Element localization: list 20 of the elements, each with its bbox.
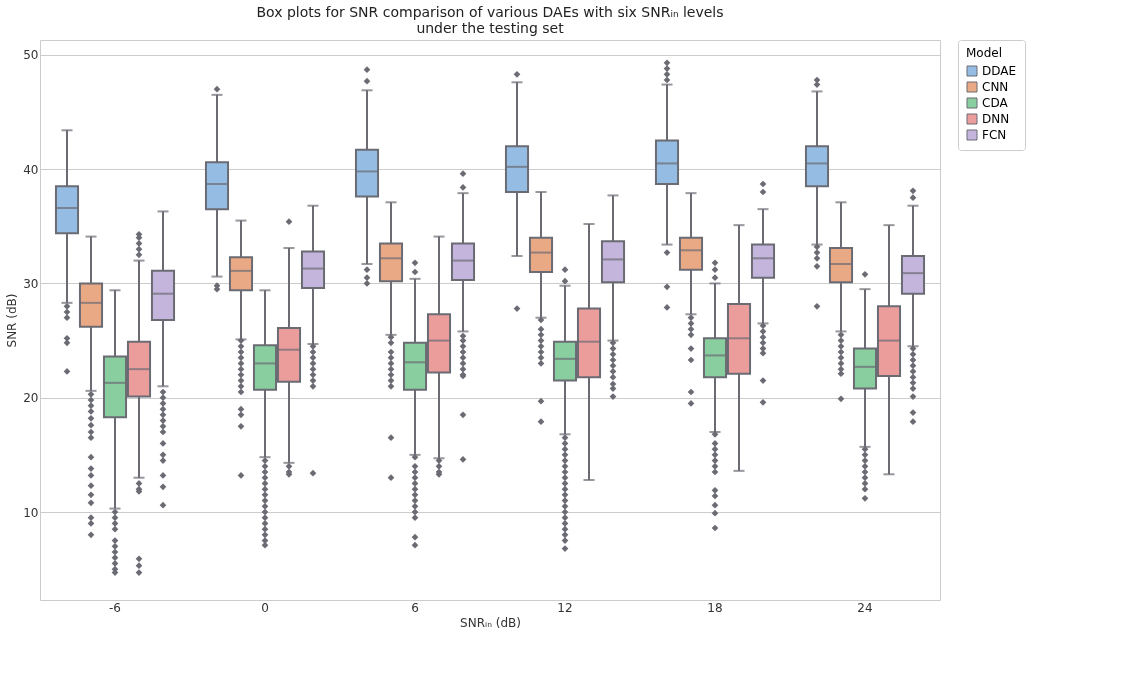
y-tick-label: 30 — [23, 276, 39, 291]
y-axis-title: SNR (dB) — [5, 293, 20, 348]
legend-label: DNN — [982, 112, 1010, 126]
legend-label: CNN — [982, 80, 1009, 94]
x-tick-label: 0 — [261, 600, 269, 615]
y-tick-label: 10 — [23, 505, 39, 520]
legend-label: DDAE — [982, 64, 1017, 78]
x-tick-label: 6 — [411, 600, 419, 615]
x-tick-label: -6 — [109, 600, 121, 615]
legend-label: FCN — [982, 128, 1007, 142]
x-tick-label: 24 — [857, 600, 873, 615]
chart-title: Box plots for SNR comparison of various DAEs with six SNRᵢₙ levels under the testing set — [256, 3, 724, 36]
legend-title: Model — [966, 46, 1003, 60]
x-axis-title: SNRᵢₙ (dB) — [460, 615, 521, 630]
y-tick-label: 40 — [23, 162, 39, 177]
y-tick-label: 50 — [23, 48, 39, 63]
y-tick-label: 20 — [23, 391, 39, 406]
legend-label: CDA — [982, 96, 1009, 110]
x-tick-label: 18 — [707, 600, 723, 615]
x-tick-label: 12 — [557, 600, 573, 615]
